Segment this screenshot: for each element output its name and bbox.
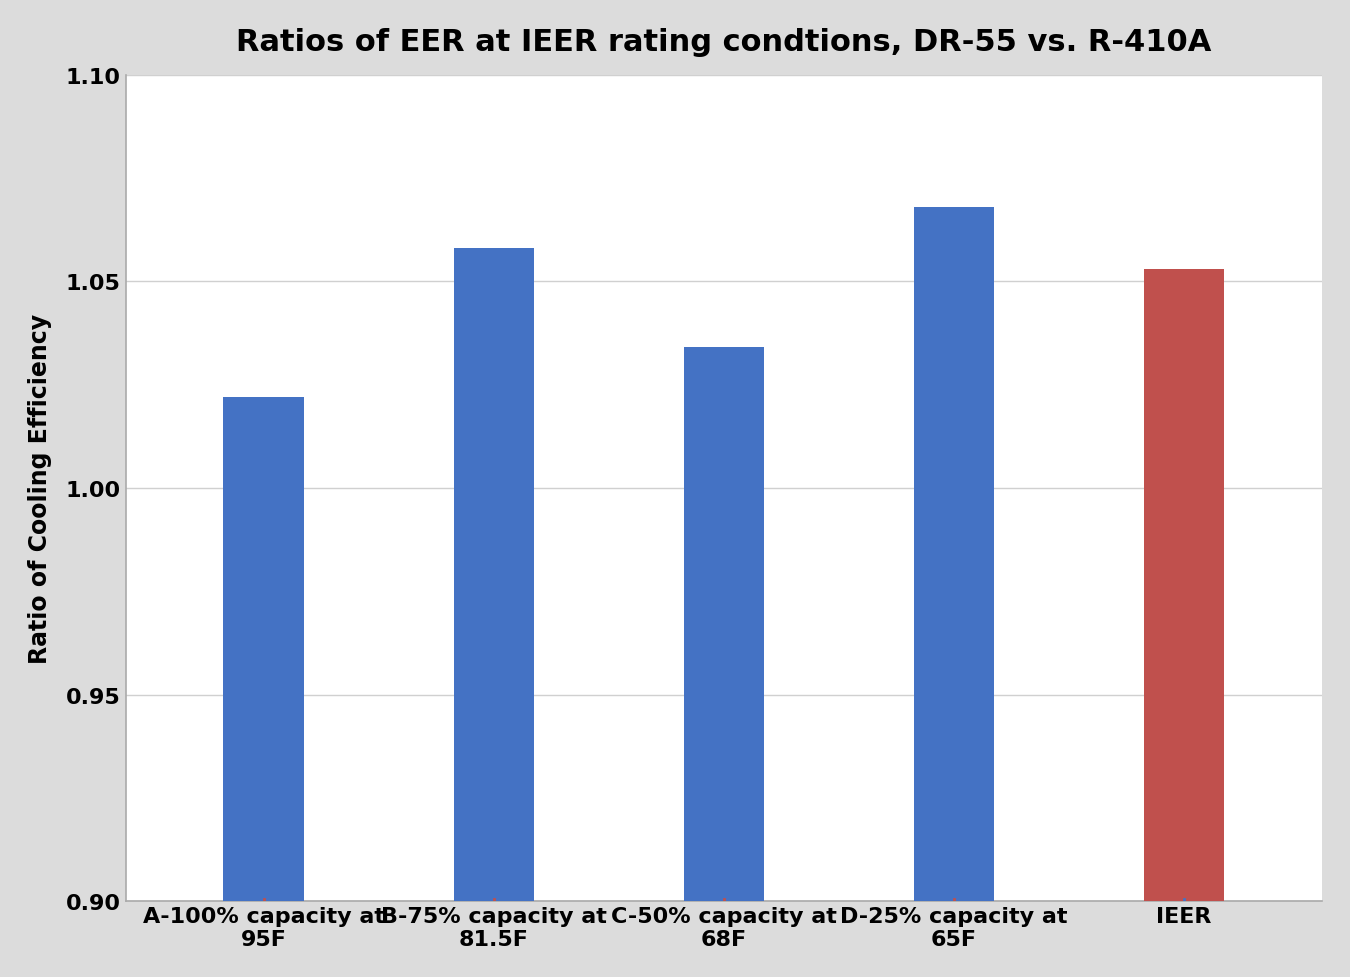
Bar <box>224 398 304 977</box>
Bar <box>683 348 764 977</box>
Bar <box>1143 270 1224 977</box>
Y-axis label: Ratio of Cooling Efficiency: Ratio of Cooling Efficiency <box>28 314 51 663</box>
Bar <box>914 208 995 977</box>
Title: Ratios of EER at IEER rating condtions, DR-55 vs. R-410A: Ratios of EER at IEER rating condtions, … <box>236 27 1212 57</box>
Bar <box>454 249 535 977</box>
